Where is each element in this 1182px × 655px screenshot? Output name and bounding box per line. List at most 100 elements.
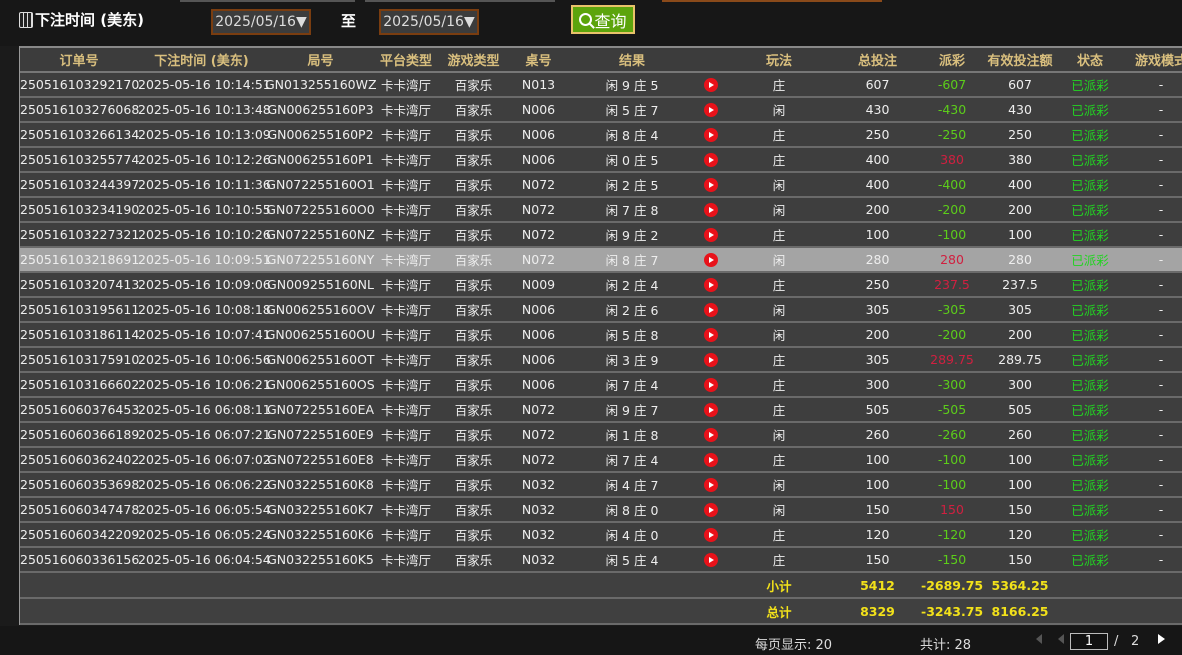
status-cell: 已派彩 <box>1057 522 1123 548</box>
table-row[interactable]: 250516103166602 2025-05-16 10:06:21 GN0062… <box>20 372 1182 398</box>
order-no-cell: 250516103227321 <box>20 222 139 248</box>
subtotal-payout: -2689.75 <box>921 572 983 599</box>
play-video-icon[interactable] <box>704 178 718 193</box>
table-no-cell: N032 <box>511 547 566 573</box>
play-video-icon[interactable] <box>704 453 718 468</box>
status-cell: 已派彩 <box>1057 372 1123 398</box>
status-cell: 已派彩 <box>1057 197 1123 223</box>
table-row[interactable]: 250516060353698 2025-05-16 06:06:22 GN0322… <box>20 472 1182 498</box>
payout-cell: -260 <box>921 422 983 448</box>
game-type-cell: 百家乐 <box>436 297 511 323</box>
table-row[interactable]: 250516060366189 2025-05-16 06:07:21 GN0722… <box>20 422 1182 448</box>
table-row[interactable]: 250516103175910 2025-05-16 10:06:56 GN0062… <box>20 347 1182 373</box>
column-header-result: 结果 <box>566 46 698 73</box>
bet-type-cell: 庄 <box>724 447 834 473</box>
date-from-select[interactable]: 2025/05/16▼ <box>211 9 311 35</box>
game-mode-cell: - <box>1123 497 1182 523</box>
table-row[interactable]: 250516060362402 2025-05-16 06:07:02 GN0722… <box>20 447 1182 473</box>
bet-time-cell: 2025-05-16 06:07:02 <box>138 447 271 473</box>
payout-cell: -430 <box>921 97 983 123</box>
platform-cell: 卡卡湾厅 <box>376 422 436 448</box>
bet-time-cell: 2025-05-16 10:08:18 <box>138 297 271 323</box>
order-no-cell: 250516060336156 <box>20 547 139 573</box>
table-row[interactable]: 250516103218691 2025-05-16 10:09:51 GN0722… <box>20 247 1182 273</box>
game-type-cell: 百家乐 <box>436 272 511 298</box>
play-video-icon[interactable] <box>704 128 718 143</box>
play-video-icon[interactable] <box>704 78 718 93</box>
play-video-icon[interactable] <box>704 103 718 118</box>
table-row[interactable]: 250516060376453 2025-05-16 06:08:11 GN0722… <box>20 397 1182 423</box>
order-no-cell: 250516103175910 <box>20 347 139 373</box>
play-video-icon[interactable] <box>704 153 718 168</box>
table-row[interactable]: 250516103186114 2025-05-16 10:07:41 GN0062… <box>20 322 1182 348</box>
bet-time-cell: 2025-05-16 06:06:22 <box>138 472 271 498</box>
play-video-icon[interactable] <box>704 503 718 518</box>
table-row[interactable]: 250516103227321 2025-05-16 10:10:26 GN0722… <box>20 222 1182 248</box>
replay-cell <box>698 372 724 398</box>
play-video-icon[interactable] <box>704 553 718 568</box>
order-no-cell: 250516103186114 <box>20 322 139 348</box>
order-no-cell: 250516103266134 <box>20 122 139 148</box>
play-video-icon[interactable] <box>704 303 718 318</box>
first-page-icon[interactable] <box>1036 634 1042 644</box>
play-video-icon[interactable] <box>704 228 718 243</box>
table-row[interactable]: 250516103276068 2025-05-16 10:13:48 GN0062… <box>20 97 1182 123</box>
play-video-icon[interactable] <box>704 328 718 343</box>
total-total-bet: 8329 <box>834 598 921 625</box>
replay-cell <box>698 547 724 573</box>
total-bet-cell: 250 <box>834 272 921 298</box>
replay-cell <box>698 497 724 523</box>
game-type-cell: 百家乐 <box>436 347 511 373</box>
table-row[interactable]: 250516103255774 2025-05-16 10:12:26 GN0062… <box>20 147 1182 173</box>
play-video-icon[interactable] <box>704 428 718 443</box>
game-mode-cell: - <box>1123 197 1182 223</box>
table-row[interactable]: 250516103244397 2025-05-16 10:11:36 GN0722… <box>20 172 1182 198</box>
table-no-cell: N032 <box>511 472 566 498</box>
next-page-icon[interactable] <box>1158 634 1165 644</box>
play-video-icon[interactable] <box>704 403 718 418</box>
status-cell: 已派彩 <box>1057 497 1123 523</box>
table-row[interactable]: 250516060342209 2025-05-16 06:05:24 GN0322… <box>20 522 1182 548</box>
play-video-icon[interactable] <box>704 278 718 293</box>
platform-cell: 卡卡湾厅 <box>376 497 436 523</box>
bet-type-cell: 闲 <box>724 472 834 498</box>
table-row[interactable]: 250516103207413 2025-05-16 10:09:06 GN0092… <box>20 272 1182 298</box>
table-row[interactable]: 250516060336156 2025-05-16 06:04:54 GN0322… <box>20 547 1182 573</box>
play-video-icon[interactable] <box>704 378 718 393</box>
page-input[interactable] <box>1070 633 1108 650</box>
platform-cell: 卡卡湾厅 <box>376 447 436 473</box>
result-cell: 闲 2 庄 6 <box>566 297 698 323</box>
total-bet-cell: 200 <box>834 197 921 223</box>
table-row[interactable]: 250516060347478 2025-05-16 06:05:54 GN0322… <box>20 497 1182 523</box>
result-cell: 闲 7 庄 8 <box>566 197 698 223</box>
play-video-icon[interactable] <box>704 528 718 543</box>
order-no-cell: 250516060366189 <box>20 422 139 448</box>
round-no-cell: GN072255160O1 <box>265 172 376 198</box>
platform-cell: 卡卡湾厅 <box>376 97 436 123</box>
table-row[interactable]: 250516103292170 2025-05-16 10:14:51 GN0132… <box>20 72 1182 98</box>
payout-cell: -120 <box>921 522 983 548</box>
table-row[interactable]: 250516103266134 2025-05-16 10:13:09 GN0062… <box>20 122 1182 148</box>
column-header-round-no: 局号 <box>265 46 376 73</box>
valid-bet-cell: 380 <box>983 147 1057 173</box>
play-video-icon[interactable] <box>704 353 718 368</box>
table-no-cell: N013 <box>511 72 566 98</box>
result-cell: 闲 9 庄 2 <box>566 222 698 248</box>
prev-page-icon[interactable] <box>1058 634 1064 644</box>
bet-type-cell: 闲 <box>724 497 834 523</box>
date-to-select[interactable]: 2025/05/16▼ <box>379 9 479 35</box>
game-type-cell: 百家乐 <box>436 147 511 173</box>
query-button[interactable]: 查询 <box>571 5 635 34</box>
play-video-icon[interactable] <box>704 478 718 493</box>
play-video-icon[interactable] <box>704 253 718 268</box>
bet-type-cell: 闲 <box>724 97 834 123</box>
bet-type-cell: 庄 <box>724 272 834 298</box>
total-bet-cell: 300 <box>834 372 921 398</box>
bet-time-cell: 2025-05-16 10:06:21 <box>138 372 271 398</box>
table-row[interactable]: 250516103195611 2025-05-16 10:08:18 GN0062… <box>20 297 1182 323</box>
table-row[interactable]: 250516103234190 2025-05-16 10:10:55 GN0722… <box>20 197 1182 223</box>
replay-cell <box>698 272 724 298</box>
replay-cell <box>698 322 724 348</box>
pagination-bar: 每页显示: 20 共计: 28 / 2 <box>0 626 1182 655</box>
play-video-icon[interactable] <box>704 203 718 218</box>
